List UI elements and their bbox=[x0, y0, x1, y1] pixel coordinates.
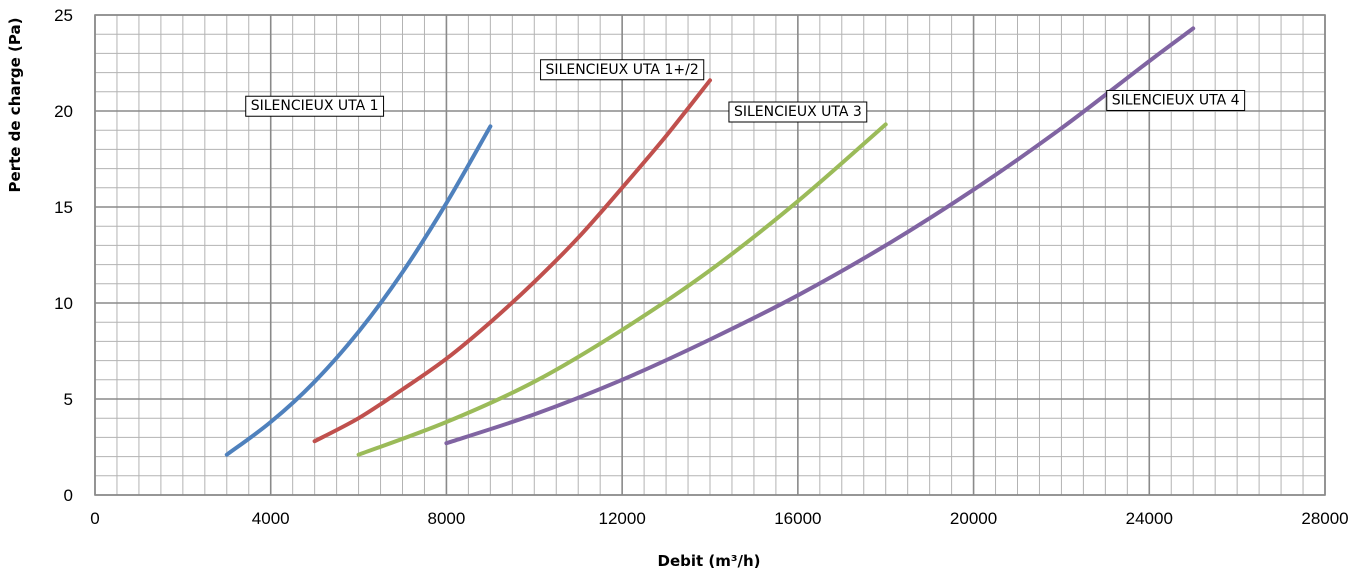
annotation-2: SILENCIEUX UTA 1+/2 bbox=[541, 60, 704, 80]
y-tick-label: 20 bbox=[54, 102, 73, 121]
x-tick-label: 16000 bbox=[774, 509, 821, 528]
annotation-label: SILENCIEUX UTA 1 bbox=[251, 98, 379, 114]
y-tick-label: 0 bbox=[64, 486, 73, 505]
x-tick-label: 12000 bbox=[599, 509, 646, 528]
y-tick-label: 10 bbox=[54, 294, 73, 313]
y-tick-label: 15 bbox=[54, 198, 73, 217]
x-tick-label: 8000 bbox=[428, 509, 466, 528]
minor-grid bbox=[95, 15, 1325, 495]
annotation-label: SILENCIEUX UTA 1+/2 bbox=[546, 62, 699, 78]
x-tick-label: 20000 bbox=[950, 509, 997, 528]
annotation-label: SILENCIEUX UTA 4 bbox=[1112, 92, 1240, 108]
x-axis-title: Debit (m³/h) bbox=[658, 552, 761, 570]
annotation-label: SILENCIEUX UTA 3 bbox=[734, 104, 862, 120]
annotation-3: SILENCIEUX UTA 3 bbox=[729, 102, 867, 122]
x-tick-label: 4000 bbox=[252, 509, 290, 528]
x-tick-label: 28000 bbox=[1301, 509, 1348, 528]
y-tick-label: 5 bbox=[64, 390, 73, 409]
annotation-1: SILENCIEUX UTA 1 bbox=[246, 96, 384, 116]
x-tick-label: 24000 bbox=[1126, 509, 1173, 528]
annotation-4: SILENCIEUX UTA 4 bbox=[1107, 90, 1245, 110]
annotation-layer: SILENCIEUX UTA 1 SILENCIEUX UTA 1+/2 SILEN… bbox=[246, 60, 1245, 122]
x-tick-label: 0 bbox=[90, 509, 99, 528]
y-axis-title: Perte de charge (Pa) bbox=[6, 18, 24, 193]
y-tick-label: 25 bbox=[54, 6, 73, 25]
